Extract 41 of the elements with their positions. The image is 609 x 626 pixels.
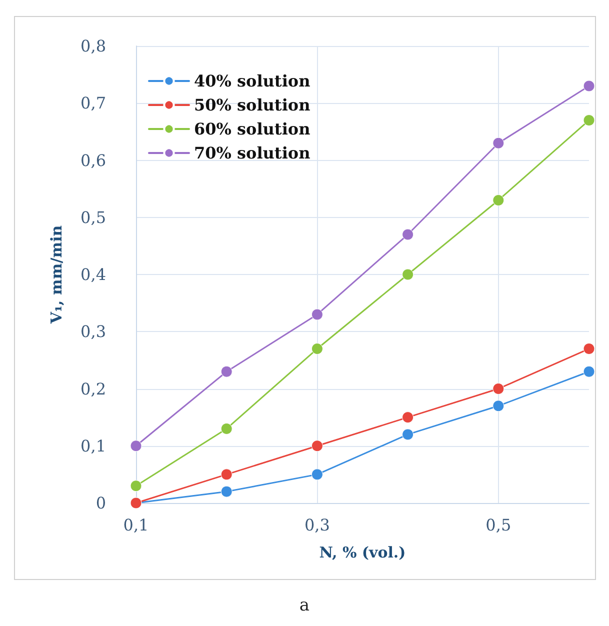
point <box>311 440 323 452</box>
point <box>311 468 323 480</box>
y-tick-label: 0,7 <box>80 94 106 113</box>
legend-label: 70% solution <box>194 144 311 162</box>
legend-label: 50% solution <box>194 96 311 114</box>
point <box>220 486 232 498</box>
x-axis-title: N, % (vol.) <box>319 544 406 562</box>
point <box>492 400 504 412</box>
point <box>583 114 595 126</box>
legend-label: 60% solution <box>194 120 311 138</box>
y-tick-label: 0,5 <box>80 208 106 227</box>
y-tick-label: 0,3 <box>80 322 106 342</box>
point <box>492 383 504 394</box>
y-tick-label: 0,2 <box>80 379 106 398</box>
point <box>402 412 414 424</box>
y-tick-label: 0,8 <box>80 36 106 56</box>
point <box>220 468 232 480</box>
text: a <box>299 596 310 616</box>
point <box>492 137 504 149</box>
point <box>583 343 595 355</box>
point <box>402 228 414 240</box>
point <box>402 268 414 280</box>
y-tick-label: 0,6 <box>80 150 106 170</box>
y-tick-label: 0,4 <box>80 265 106 284</box>
point <box>583 366 595 378</box>
point <box>130 440 142 452</box>
y-tick-label: 0 <box>96 494 106 512</box>
x-tick-label: 0,1 <box>123 516 149 534</box>
x-tick-label: 0,3 <box>304 516 330 534</box>
point <box>311 343 323 355</box>
point <box>220 366 232 378</box>
point <box>492 194 504 206</box>
point <box>220 422 232 434</box>
point <box>130 480 142 492</box>
point <box>583 80 595 92</box>
y-tick-label: 0,1 <box>80 436 106 456</box>
point <box>402 428 414 440</box>
x-tick-label: 0,5 <box>486 516 512 534</box>
point <box>311 308 323 320</box>
y-axis-title: V₁, mm/min <box>48 225 66 325</box>
legend-label: 40% solution <box>194 72 311 90</box>
